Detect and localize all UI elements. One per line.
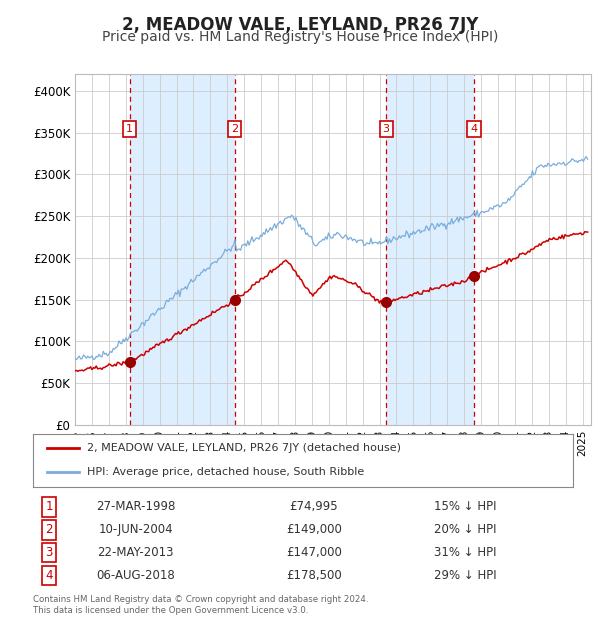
Text: £149,000: £149,000 [286, 523, 342, 536]
Text: 4: 4 [470, 123, 478, 134]
Text: 4: 4 [46, 569, 53, 582]
Text: Contains HM Land Registry data © Crown copyright and database right 2024.
This d: Contains HM Land Registry data © Crown c… [33, 595, 368, 614]
Text: 06-AUG-2018: 06-AUG-2018 [96, 569, 175, 582]
Text: 3: 3 [383, 123, 389, 134]
Text: 1: 1 [126, 123, 133, 134]
Text: 20% ↓ HPI: 20% ↓ HPI [434, 523, 496, 536]
Text: 1: 1 [46, 500, 53, 513]
Text: 2, MEADOW VALE, LEYLAND, PR26 7JY (detached house): 2, MEADOW VALE, LEYLAND, PR26 7JY (detac… [87, 443, 401, 453]
Text: 31% ↓ HPI: 31% ↓ HPI [434, 546, 496, 559]
Bar [130, 74, 235, 425]
Text: 2: 2 [231, 123, 238, 134]
Text: 15% ↓ HPI: 15% ↓ HPI [434, 500, 496, 513]
Text: 10-JUN-2004: 10-JUN-2004 [98, 523, 173, 536]
Text: 2: 2 [46, 523, 53, 536]
Text: £74,995: £74,995 [289, 500, 338, 513]
Bar [386, 74, 474, 425]
Text: £178,500: £178,500 [286, 569, 341, 582]
Text: 2, MEADOW VALE, LEYLAND, PR26 7JY: 2, MEADOW VALE, LEYLAND, PR26 7JY [122, 16, 478, 33]
Text: 22-MAY-2013: 22-MAY-2013 [97, 546, 174, 559]
Text: 27-MAR-1998: 27-MAR-1998 [96, 500, 175, 513]
Text: HPI: Average price, detached house, South Ribble: HPI: Average price, detached house, Sout… [87, 467, 364, 477]
Text: £147,000: £147,000 [286, 546, 342, 559]
Text: Price paid vs. HM Land Registry's House Price Index (HPI): Price paid vs. HM Land Registry's House … [102, 30, 498, 44]
Text: 3: 3 [46, 546, 53, 559]
Text: 29% ↓ HPI: 29% ↓ HPI [434, 569, 496, 582]
